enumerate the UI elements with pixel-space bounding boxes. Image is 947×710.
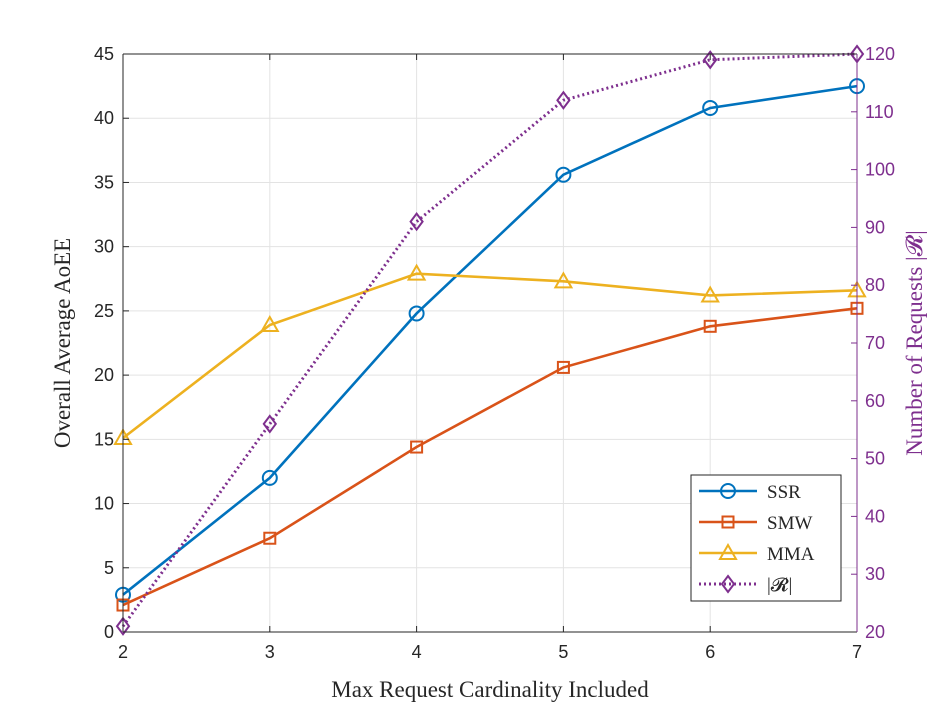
series-line-	[121, 52, 858, 628]
series-line-ssr	[122, 84, 858, 596]
data-point-	[702, 50, 718, 70]
data-point-mma	[700, 285, 720, 303]
y-tick-label: 45	[94, 44, 114, 64]
legend: SSR SMW MMA |𝓡|	[690, 474, 842, 602]
legend-label: SMW	[767, 513, 812, 534]
x-axis-label: Max Request Cardinality Included	[331, 677, 649, 702]
legend-marker	[720, 483, 736, 499]
y2-tick-label: 70	[865, 333, 885, 353]
data-point-	[409, 211, 424, 232]
y-tick-label: 35	[94, 172, 114, 192]
data-point-ssr	[702, 99, 719, 116]
axes: 2 3 4 5 6 70510152025303540452030405060708090…	[94, 44, 895, 662]
data-point-	[262, 414, 278, 434]
y2-axis-label: Number of Requests |𝓡|	[902, 230, 927, 456]
data-point-mma	[553, 271, 574, 289]
data-point-smw	[556, 360, 570, 374]
x-tick-label: 7	[852, 642, 862, 662]
legend-label: MMA	[767, 544, 815, 565]
x-tick-label: 6	[705, 642, 715, 662]
y-tick-label: 15	[94, 429, 114, 449]
x-tick-label: 5	[558, 642, 568, 662]
y2-tick-label: 50	[865, 449, 885, 469]
x-tick-label: 3	[265, 642, 275, 662]
x-tick-label: 4	[412, 642, 422, 662]
y2-tick-label: 100	[865, 160, 895, 180]
y2-tick-label: 80	[865, 275, 885, 295]
y-tick-label: 20	[94, 365, 114, 385]
legend-marker	[718, 542, 738, 560]
y-axis-label: Overall Average AoEE	[50, 238, 75, 448]
data-point-mma	[406, 263, 427, 281]
y-tick-label: 25	[94, 301, 114, 321]
series-group	[113, 44, 867, 636]
y2-tick-label: 90	[865, 217, 885, 237]
data-point-smw	[263, 531, 277, 545]
data-point-smw	[703, 319, 717, 333]
data-point-ssr	[408, 305, 425, 322]
data-point-ssr	[555, 166, 572, 183]
y-tick-label: 40	[94, 108, 114, 128]
y-tick-label: 0	[104, 622, 114, 642]
series-line-mma	[122, 272, 858, 440]
y2-tick-label: 120	[865, 44, 895, 64]
y-tick-label: 30	[94, 237, 114, 257]
data-point-	[115, 616, 131, 636]
y-tick-label: 5	[104, 558, 114, 578]
y2-tick-label: 110	[865, 102, 894, 122]
data-point-	[556, 90, 571, 110]
y2-tick-label: 40	[865, 506, 885, 526]
data-point-mma	[260, 315, 280, 333]
series-line-smw	[122, 307, 858, 607]
data-point-ssr	[261, 469, 278, 486]
y2-tick-label: 30	[865, 564, 885, 584]
y2-tick-label: 60	[865, 391, 885, 411]
legend-box	[690, 474, 842, 602]
legend-label: SSR	[767, 482, 801, 503]
data-point-smw	[410, 440, 424, 454]
x-tick-label: 2	[118, 642, 128, 662]
legend-label: |𝓡|	[767, 575, 792, 596]
y2-tick-label: 20	[865, 622, 885, 642]
legend-marker	[721, 515, 735, 529]
legend-marker	[720, 574, 736, 594]
y-tick-label: 10	[94, 494, 114, 514]
